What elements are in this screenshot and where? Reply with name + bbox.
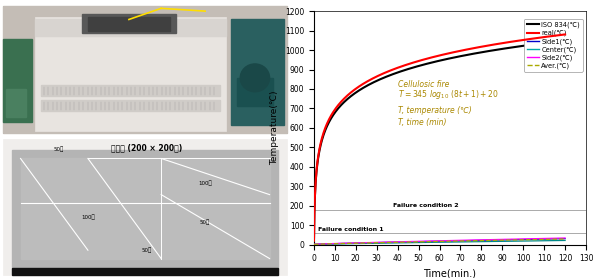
Bar [20, 158, 270, 259]
Text: 50㎜: 50㎜ [53, 146, 64, 152]
X-axis label: Time(min.): Time(min.) [423, 269, 477, 278]
Bar [237, 78, 273, 106]
FancyBboxPatch shape [3, 6, 287, 133]
Bar [41, 100, 220, 111]
Bar [82, 14, 176, 33]
Text: 100㎜: 100㎜ [81, 214, 94, 220]
Y-axis label: Temperature(℃): Temperature(℃) [270, 91, 279, 165]
Bar [41, 85, 220, 96]
Bar [231, 19, 284, 125]
Text: Failure condition 1: Failure condition 1 [318, 227, 384, 232]
Circle shape [240, 64, 270, 92]
Text: Cellulosic fire: Cellulosic fire [398, 80, 449, 89]
Bar [3, 139, 287, 275]
Bar [88, 17, 170, 31]
Text: T, time (min): T, time (min) [398, 118, 446, 127]
Bar [35, 19, 225, 36]
Text: 100㎜: 100㎜ [199, 181, 212, 186]
Bar [3, 39, 32, 122]
Bar [3, 6, 287, 133]
Text: 50㎜: 50㎜ [200, 220, 210, 225]
Text: Failure condition 2: Failure condition 2 [393, 203, 459, 208]
Text: $T = 345\ log_{10}\ (8t+1)+20$: $T = 345\ log_{10}\ (8t+1)+20$ [398, 88, 498, 101]
Bar [6, 89, 26, 117]
Text: 노출면 (200 × 200㎜): 노출면 (200 × 200㎜) [111, 143, 182, 152]
Legend: ISO 834(℃), real(℃), Side1(℃), Center(℃), Side2(℃), Aver.(℃): ISO 834(℃), real(℃), Side1(℃), Center(℃)… [524, 19, 582, 72]
Bar [12, 150, 278, 267]
Bar [35, 17, 225, 131]
Bar [12, 268, 278, 275]
Text: T, temperature (℃): T, temperature (℃) [398, 106, 471, 115]
Text: 50㎜: 50㎜ [141, 247, 152, 253]
